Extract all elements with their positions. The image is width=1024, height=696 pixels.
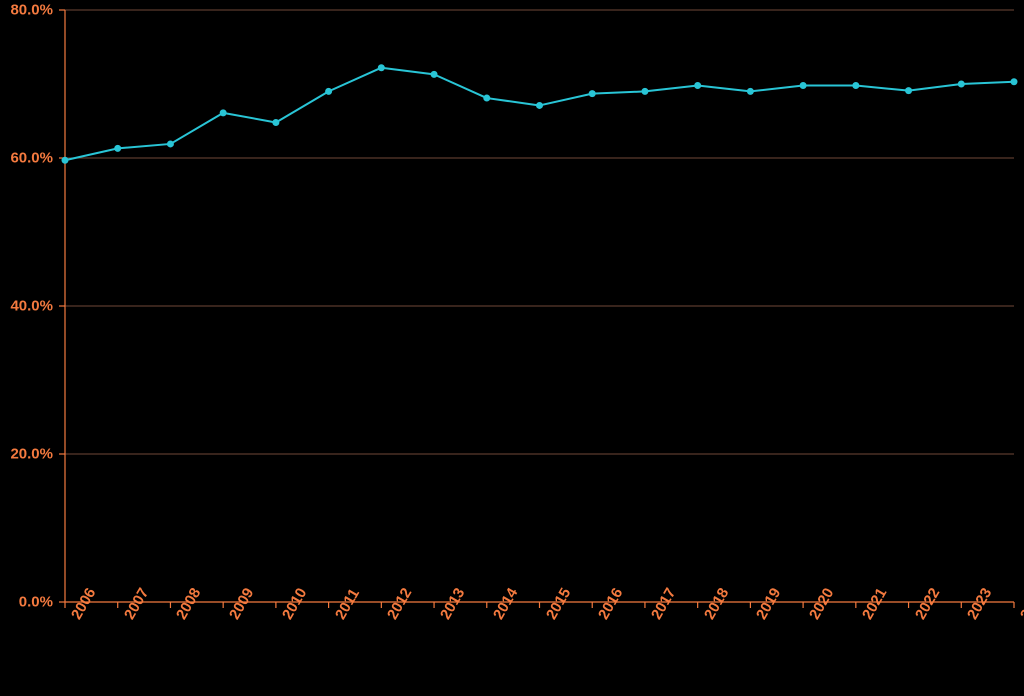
y-tick-label: 80.0%	[0, 2, 53, 19]
y-tick-label: 20.0%	[0, 446, 53, 463]
y-tick-label: 40.0%	[0, 298, 53, 315]
line-chart: 0.0%20.0%40.0%60.0%80.0%2006200720082009…	[0, 0, 1024, 696]
y-tick-label: 0.0%	[0, 594, 53, 611]
y-tick-label: 60.0%	[0, 150, 53, 167]
